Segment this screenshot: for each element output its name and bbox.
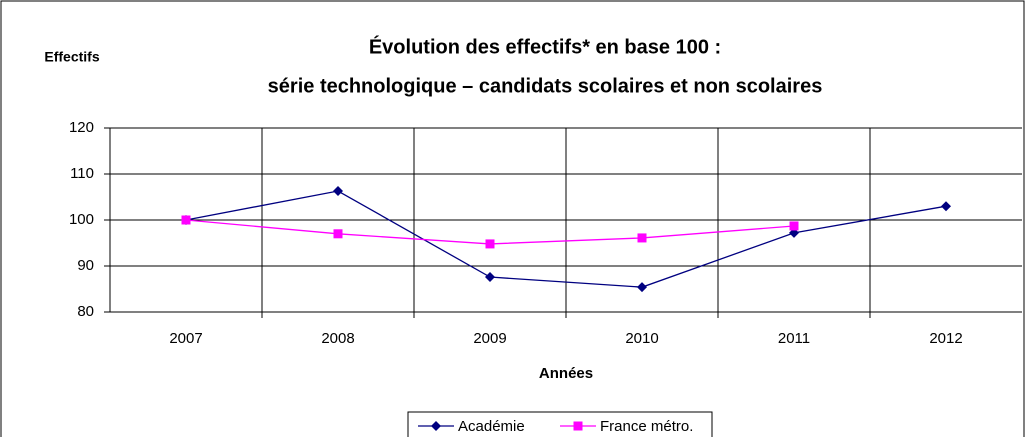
legend xyxy=(407,411,713,437)
chart-subtitle: série technologique – candidats scolaire… xyxy=(268,75,823,97)
marker xyxy=(637,233,647,243)
legend-label: France métro. xyxy=(600,418,693,435)
marker xyxy=(637,282,647,293)
y-tick-label: 80 xyxy=(77,303,94,320)
y-tick-label: 100 xyxy=(69,211,94,228)
x-tick-label: 2008 xyxy=(321,330,354,347)
legend-marker xyxy=(431,421,441,431)
y-tick-label: 110 xyxy=(70,165,94,182)
legend-marker xyxy=(573,421,583,431)
y-tick-label: 90 xyxy=(77,257,94,274)
marker xyxy=(333,186,343,197)
marker xyxy=(333,229,343,239)
legend-label: Académie xyxy=(458,418,525,435)
x-tick-label: 2011 xyxy=(778,330,810,347)
series-line xyxy=(185,190,947,288)
marker xyxy=(941,201,951,212)
x-tick-label: 2010 xyxy=(625,330,658,347)
x-tick-label: 2012 xyxy=(929,330,962,347)
marker xyxy=(789,221,799,231)
y-tick-label: 120 xyxy=(69,119,94,136)
x-tick-label: 2009 xyxy=(473,330,506,347)
marker xyxy=(485,239,495,249)
x-tick-label: 2007 xyxy=(169,330,202,347)
chart-title: Évolution des effectifs* en base 100 : xyxy=(369,35,721,58)
x-axis-label: Années xyxy=(539,365,593,382)
marker xyxy=(181,215,191,225)
marker xyxy=(485,272,495,283)
y-axis-label: Effectifs xyxy=(44,49,99,65)
